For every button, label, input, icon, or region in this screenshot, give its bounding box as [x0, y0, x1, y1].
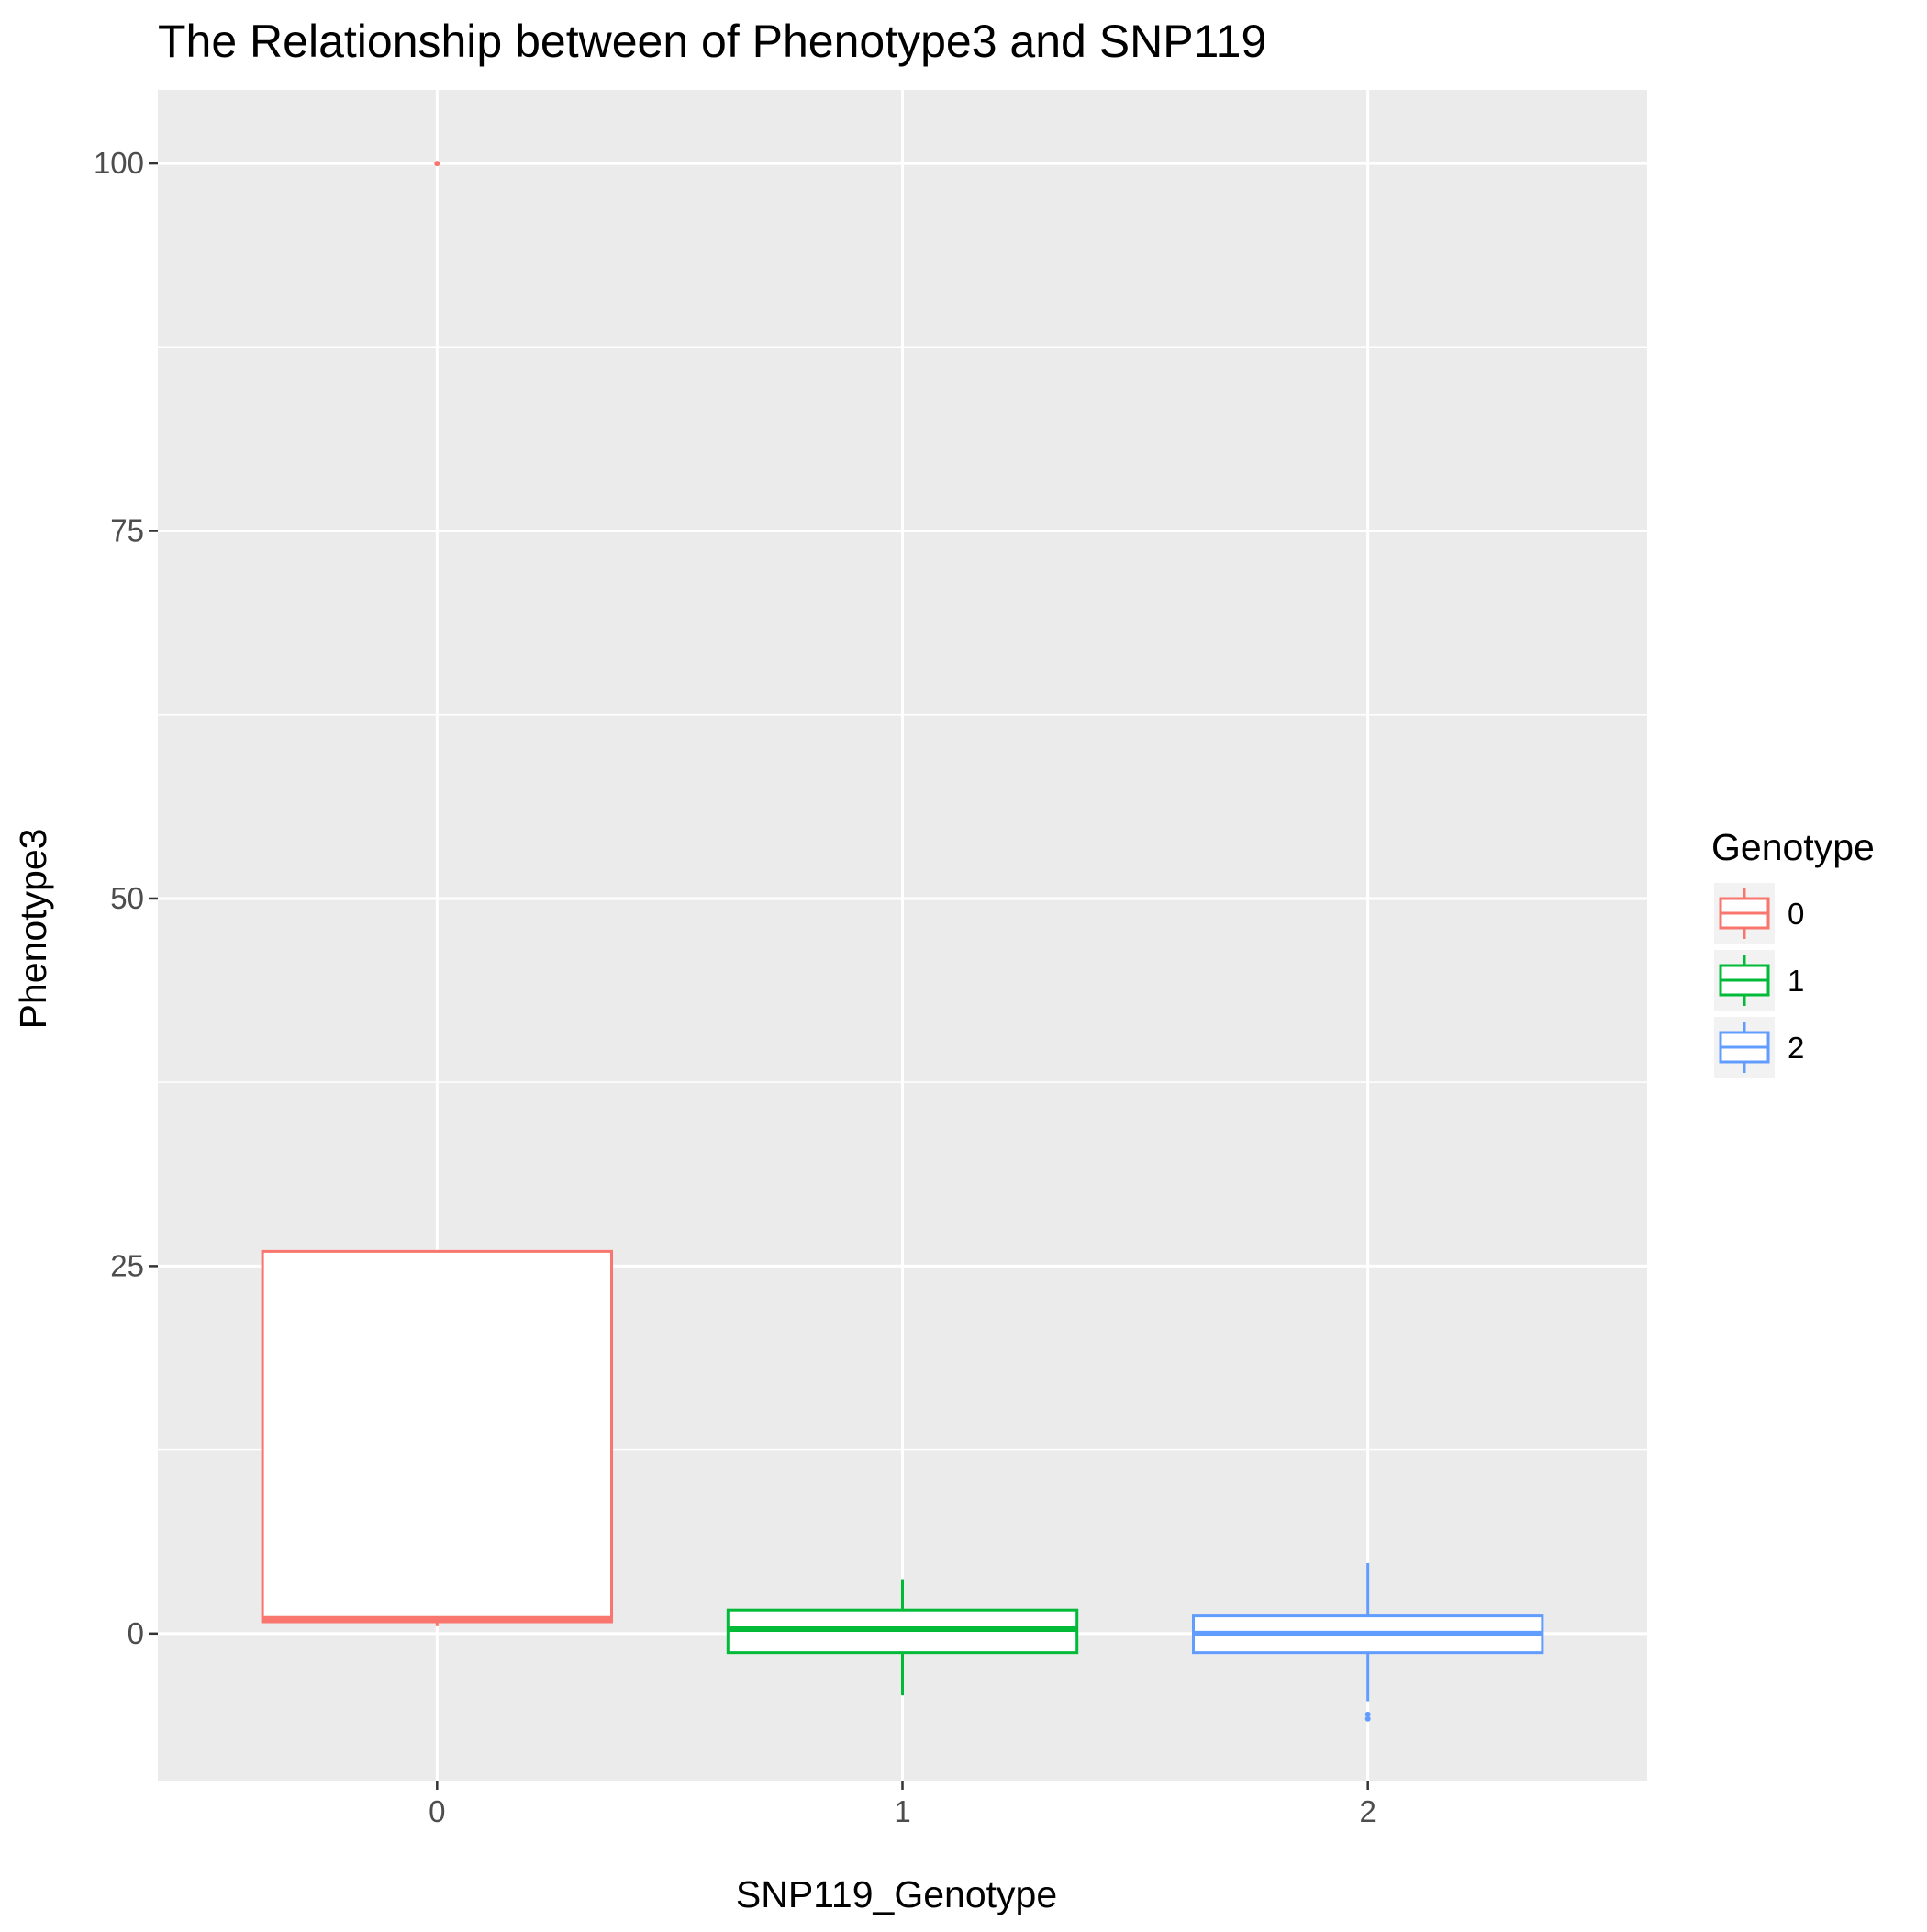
box-group-2 — [1191, 1562, 1544, 1722]
outlier-point — [1364, 1711, 1371, 1717]
box-series — [261, 161, 1544, 1722]
y-tick-label: 0 — [128, 1616, 144, 1650]
box-group-0 — [261, 161, 614, 1626]
y-axis-title: Phenotype3 — [12, 829, 54, 1030]
box — [261, 1249, 614, 1624]
y-tick-label: 100 — [94, 146, 144, 180]
legend-label: 0 — [1788, 897, 1804, 931]
legend-label: 2 — [1788, 1031, 1804, 1065]
legend-entry-2: 2 — [1714, 1017, 1804, 1078]
x-axis: 0 1 2 — [429, 1781, 1376, 1828]
x-tick-label: 2 — [1360, 1794, 1376, 1828]
box-group-1 — [726, 1579, 1079, 1696]
legend-entry-0: 0 — [1714, 883, 1804, 944]
y-axis: 0 25 50 75 100 — [94, 146, 158, 1650]
x-tick-label: 1 — [894, 1794, 910, 1828]
chart-title: The Relationship between of Phenotype3 a… — [158, 16, 1266, 67]
x-tick-label: 0 — [429, 1794, 445, 1828]
legend-entry-1: 1 — [1714, 950, 1804, 1011]
x-axis-title: SNP119_Genotype — [736, 1873, 1057, 1915]
legend: Genotype 0 1 2 — [1711, 826, 1875, 1078]
outlier-point — [1364, 1715, 1371, 1722]
y-tick-label: 75 — [110, 514, 144, 548]
y-tick-label: 25 — [110, 1248, 144, 1282]
legend-label: 1 — [1788, 964, 1804, 998]
legend-title: Genotype — [1711, 826, 1875, 868]
outlier-point — [434, 161, 440, 167]
y-tick-label: 50 — [110, 881, 144, 915]
